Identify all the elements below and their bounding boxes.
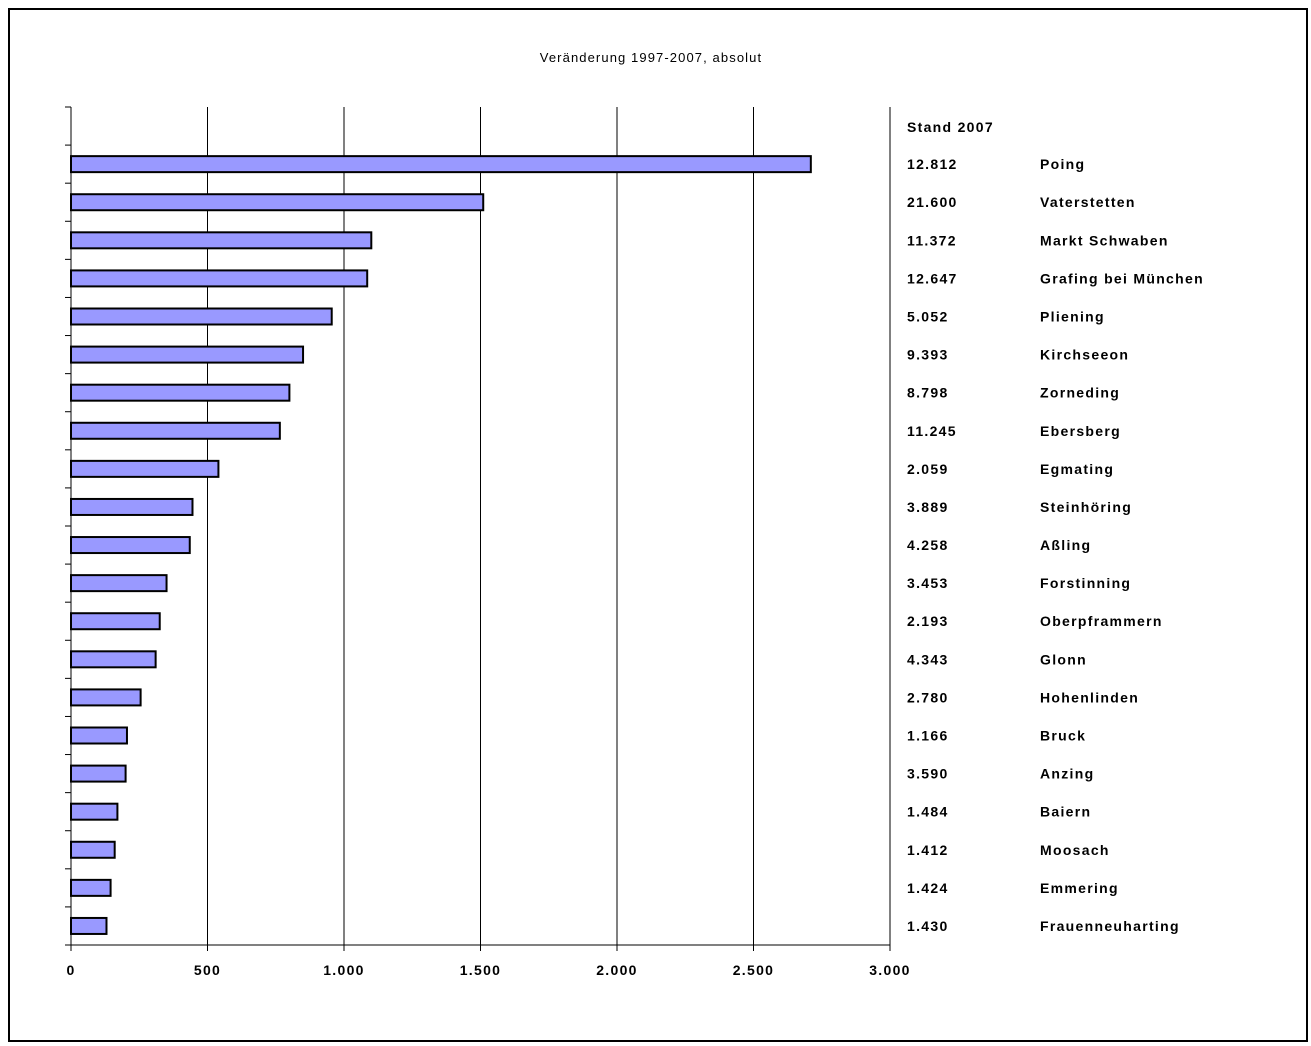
category-label: Moosach xyxy=(1040,842,1110,858)
category-label: Baiern xyxy=(1040,804,1091,820)
category-label: Egmating xyxy=(1040,461,1114,477)
category-label: Pliening xyxy=(1040,309,1105,325)
bar xyxy=(71,842,115,858)
stand-2007-value: 11.372 xyxy=(907,232,957,248)
category-label: Zorneding xyxy=(1040,385,1120,401)
bar xyxy=(71,575,167,591)
stand-2007-value: 1.424 xyxy=(907,880,949,896)
stand-2007-value: 2.059 xyxy=(907,461,949,477)
bars xyxy=(71,156,811,934)
category-label: Oberpframmern xyxy=(1040,613,1163,629)
bar xyxy=(71,232,371,248)
x-tick-labels: 0 500 1.000 1.500 2.000 2.500 3.000 xyxy=(66,962,910,978)
bar xyxy=(71,613,160,629)
category-label: Ebersberg xyxy=(1040,423,1121,439)
category-label: Glonn xyxy=(1040,651,1087,667)
stand-2007-value: 12.647 xyxy=(907,270,958,286)
category-label: Kirchseeon xyxy=(1040,347,1129,363)
stand-2007-value: 4.343 xyxy=(907,651,949,667)
category-label: Forstinning xyxy=(1040,575,1131,591)
category-label: Emmering xyxy=(1040,880,1119,896)
category-label: Steinhöring xyxy=(1040,499,1132,515)
bar xyxy=(71,423,280,439)
bar xyxy=(71,880,111,896)
bar xyxy=(71,309,332,325)
category-label: Markt Schwaben xyxy=(1040,232,1169,248)
bar xyxy=(71,728,127,744)
stand-2007-value: 21.600 xyxy=(907,194,958,210)
x-tick-label: 0 xyxy=(66,962,75,978)
table-header: Stand 2007 xyxy=(907,119,994,135)
stand-2007-value: 5.052 xyxy=(907,309,949,325)
category-label: Bruck xyxy=(1040,728,1086,744)
category-label: Grafing bei München xyxy=(1040,270,1204,286)
bar xyxy=(71,270,367,286)
stand-2007-value: 8.798 xyxy=(907,385,949,401)
stand-2007-value: 1.412 xyxy=(907,842,949,858)
bar xyxy=(71,194,483,210)
category-label: Poing xyxy=(1040,156,1085,172)
x-tick-label: 500 xyxy=(194,962,221,978)
stand-2007-value: 2.780 xyxy=(907,689,949,705)
bar xyxy=(71,499,192,515)
stand-2007-value: 1.484 xyxy=(907,804,949,820)
stand-2007-value: 11.245 xyxy=(907,423,957,439)
row-labels: 12.812 Poing 21.600 Vaterstetten 11.372 Markt… xyxy=(907,156,1204,934)
stand-2007-value: 12.812 xyxy=(907,156,958,172)
x-tick-label: 3.000 xyxy=(869,962,911,978)
bar xyxy=(71,537,190,553)
stand-2007-value: 2.193 xyxy=(907,613,949,629)
stand-2007-value: 9.393 xyxy=(907,347,949,363)
category-label: Vaterstetten xyxy=(1040,194,1136,210)
bar xyxy=(71,918,106,934)
stand-2007-value: 3.590 xyxy=(907,766,949,782)
x-tick-label: 2.500 xyxy=(733,962,775,978)
stand-2007-value: 1.430 xyxy=(907,918,949,934)
stand-2007-value: 4.258 xyxy=(907,537,949,553)
bar xyxy=(71,651,156,667)
chart-title: Veränderung 1997-2007, absolut xyxy=(540,50,762,65)
x-tick-label: 2.000 xyxy=(596,962,638,978)
bar xyxy=(71,804,117,820)
x-tick-label: 1.000 xyxy=(323,962,365,978)
category-label: Hohenlinden xyxy=(1040,689,1139,705)
bar xyxy=(71,766,126,782)
bar xyxy=(71,689,141,705)
stand-2007-value: 3.889 xyxy=(907,499,949,515)
bar xyxy=(71,347,303,363)
bar xyxy=(71,156,811,172)
bar xyxy=(71,385,289,401)
stand-2007-value: 3.453 xyxy=(907,575,949,591)
stand-2007-value: 1.166 xyxy=(907,728,949,744)
category-label: Aßling xyxy=(1040,537,1091,553)
category-label: Frauenneuharting xyxy=(1040,918,1180,934)
category-label: Anzing xyxy=(1040,766,1094,782)
bar xyxy=(71,461,218,477)
x-tick-label: 1.500 xyxy=(460,962,502,978)
